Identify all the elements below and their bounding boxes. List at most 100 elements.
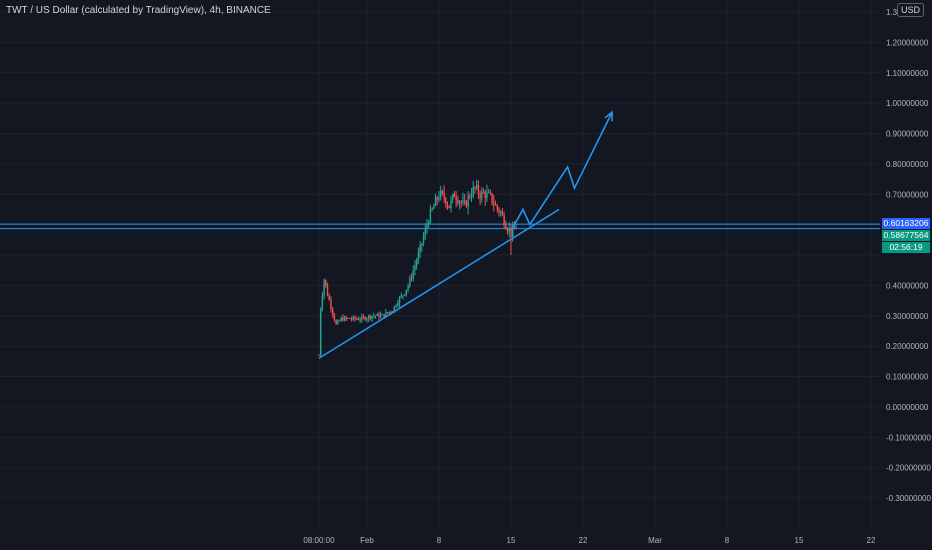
- candle-body: [343, 317, 346, 321]
- x-tick-label: 15: [795, 536, 804, 545]
- candle-body: [427, 222, 430, 226]
- candle-body: [463, 200, 466, 202]
- candle-body: [482, 191, 485, 194]
- candle-body: [441, 190, 444, 193]
- x-tick-label: 22: [579, 536, 588, 545]
- candle-body: [426, 225, 428, 229]
- candle-body: [342, 317, 344, 321]
- candle-body: [359, 319, 361, 321]
- candle-body: [345, 317, 348, 319]
- currency-badge[interactable]: USD: [897, 3, 925, 17]
- y-tick-label: 1.20000000: [886, 38, 929, 47]
- candle-body: [484, 193, 486, 199]
- y-tick-label: 1.3: [886, 8, 898, 17]
- candle-body: [362, 316, 365, 318]
- time-axis[interactable]: 08:00:00 Feb 8 15 22 Mar 8 15 22: [0, 528, 932, 550]
- candle-body: [465, 201, 468, 207]
- candle-body: [462, 200, 464, 203]
- chart-title: TWT / US Dollar (calculated by TradingVi…: [6, 5, 271, 16]
- candle-body: [479, 193, 481, 199]
- candle-body: [347, 318, 349, 319]
- candle-body: [367, 315, 370, 319]
- candle-body: [393, 306, 396, 312]
- candle-body: [429, 209, 432, 223]
- candle-body: [501, 211, 504, 215]
- x-tick-label: Mar: [648, 536, 662, 545]
- candle-body: [415, 260, 418, 266]
- candle-body: [386, 312, 389, 314]
- candlestick-series: [318, 179, 517, 358]
- candle-body: [470, 195, 473, 197]
- y-tick-label: 0.90000000: [886, 130, 929, 139]
- candle-body: [431, 208, 433, 210]
- candle-body: [445, 198, 447, 205]
- candle-body: [443, 192, 445, 199]
- candle-body: [331, 308, 334, 315]
- candle-body: [472, 187, 474, 196]
- candle-body: [419, 245, 421, 253]
- grid-lines: [0, 0, 880, 528]
- y-tick-label: 0.80000000: [886, 160, 929, 169]
- candle-body: [412, 270, 414, 278]
- candle-body: [381, 314, 384, 316]
- candle-body: [515, 228, 517, 230]
- candle-body: [513, 227, 516, 230]
- candle-body: [328, 295, 330, 301]
- y-tick-label: 0.40000000: [886, 281, 929, 290]
- candle-body: [364, 317, 366, 320]
- candle-body: [333, 314, 336, 321]
- y-tick-label: 0.00000000: [886, 403, 929, 412]
- candle-body: [366, 318, 368, 320]
- candle-body: [352, 316, 354, 320]
- candle-body: [477, 185, 480, 194]
- candle-body: [403, 293, 406, 296]
- candle-body: [496, 205, 498, 209]
- candle-body: [325, 279, 327, 286]
- candle-body: [475, 185, 478, 188]
- candle-body: [511, 227, 514, 237]
- candle-body: [409, 277, 411, 286]
- trendline: [318, 208, 560, 359]
- candle-body: [436, 197, 438, 200]
- candle-body: [438, 197, 440, 200]
- candle-body: [458, 201, 461, 204]
- candle-body: [335, 320, 337, 325]
- candle-body: [446, 204, 449, 206]
- time-axis-background: [0, 528, 932, 550]
- candle-body: [433, 206, 435, 209]
- candle-body: [421, 243, 423, 246]
- y-tick-label: -0.20000000: [886, 464, 931, 473]
- price-axis[interactable]: 1.3 1.20000000 1.10000000 1.00000000 0.90000…: [880, 0, 932, 528]
- projection-path: [510, 111, 613, 232]
- candle-body: [390, 311, 392, 313]
- projection-arrowhead: [604, 110, 613, 122]
- y-tick-label: 0.70000000: [886, 190, 929, 199]
- candle-body: [354, 316, 356, 319]
- x-tick-label: 22: [867, 536, 876, 545]
- candle-body: [397, 303, 399, 306]
- candle-body: [499, 211, 502, 213]
- candle-body: [321, 295, 324, 309]
- candle-body: [400, 295, 402, 298]
- candle-body: [439, 190, 442, 198]
- horizontal-lines[interactable]: [0, 223, 880, 230]
- x-tick-label: 08:00:00: [303, 536, 335, 545]
- candle-body: [326, 285, 329, 296]
- drawings[interactable]: [318, 110, 613, 359]
- candle-body: [474, 187, 476, 188]
- candle-body: [506, 229, 509, 232]
- candle-body: [374, 315, 377, 317]
- candle-body: [376, 313, 378, 316]
- candle-body: [330, 300, 332, 309]
- candle-body: [481, 191, 483, 199]
- candle-body: [487, 192, 490, 194]
- y-tick-label: -0.30000000: [886, 494, 931, 503]
- candle-body: [319, 308, 322, 356]
- candle-body: [508, 229, 510, 232]
- horizontal-line-price-label: 0.60163206: [882, 218, 930, 229]
- candle-body: [350, 319, 353, 320]
- x-tick-label: 8: [437, 536, 442, 545]
- candle-body: [493, 202, 495, 205]
